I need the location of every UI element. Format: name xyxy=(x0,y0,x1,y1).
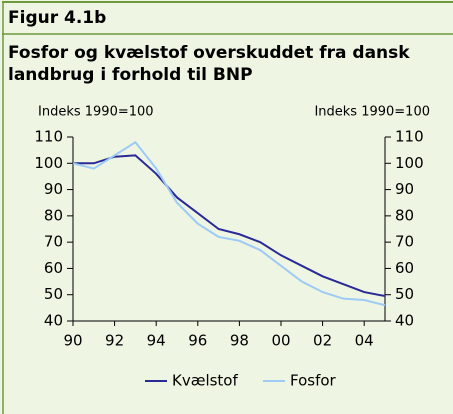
figure-label: Figur 4.1b xyxy=(8,8,106,28)
y2-tick-label: 90 xyxy=(395,180,414,198)
chart-title: landbrug i forhold til BNP xyxy=(8,65,253,85)
y-axis-label: Indeks 1990=100 xyxy=(38,105,154,120)
x-tick-label: 98 xyxy=(230,332,249,350)
x-tick-label: 00 xyxy=(271,332,290,350)
y-tick-label: 80 xyxy=(44,206,63,224)
x-tick-label: 04 xyxy=(355,332,374,350)
x-tick-label: 96 xyxy=(188,332,207,350)
y2-tick-label: 40 xyxy=(395,312,414,330)
chart-title: Fosfor og kvælstof overskuddet fra dansk xyxy=(8,43,410,63)
y2-tick-label: 70 xyxy=(395,233,414,251)
y2-tick-label: 60 xyxy=(395,259,414,277)
legend-label: Kvælstof xyxy=(172,372,238,390)
y-tick-label: 110 xyxy=(34,128,63,146)
y2-tick-label: 50 xyxy=(395,285,414,303)
x-tick-label: 90 xyxy=(63,332,82,350)
series-line xyxy=(72,140,386,307)
y-tick-label: 100 xyxy=(34,154,63,172)
y2-tick-label: 100 xyxy=(395,154,424,172)
y2-tick-label: 80 xyxy=(395,206,414,224)
series-line xyxy=(73,154,386,298)
y-tick-label: 60 xyxy=(44,259,63,277)
y-tick-label: 70 xyxy=(44,233,63,251)
y-tick-label: 50 xyxy=(44,285,63,303)
legend-label: Fosfor xyxy=(290,372,337,390)
y-tick-label: 90 xyxy=(44,180,63,198)
x-tick-label: 92 xyxy=(105,332,124,350)
y2-axis-label: Indeks 1990=100 xyxy=(314,105,430,120)
x-tick-label: 02 xyxy=(313,332,332,350)
y-tick-label: 40 xyxy=(44,312,63,330)
y2-tick-label: 110 xyxy=(395,128,424,146)
x-tick-label: 94 xyxy=(147,332,166,350)
